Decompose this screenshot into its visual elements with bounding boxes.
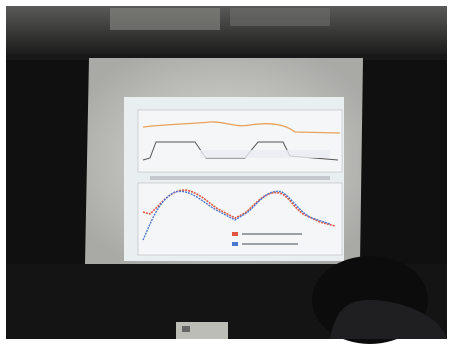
ceiling-light: [110, 8, 220, 30]
projector-lens: [182, 326, 190, 332]
photo: [0, 0, 453, 345]
ceiling-light: [230, 8, 330, 26]
legend-text: [242, 233, 302, 235]
legend-swatch: [232, 232, 238, 236]
page: [0, 0, 453, 345]
lower-caption: [150, 176, 330, 180]
legend-swatch: [232, 242, 238, 246]
lower-chart: [138, 183, 342, 255]
ceiling: [6, 6, 447, 54]
upper-caption: [200, 150, 330, 158]
upper-chart: [138, 110, 342, 172]
legend-text: [242, 243, 298, 245]
